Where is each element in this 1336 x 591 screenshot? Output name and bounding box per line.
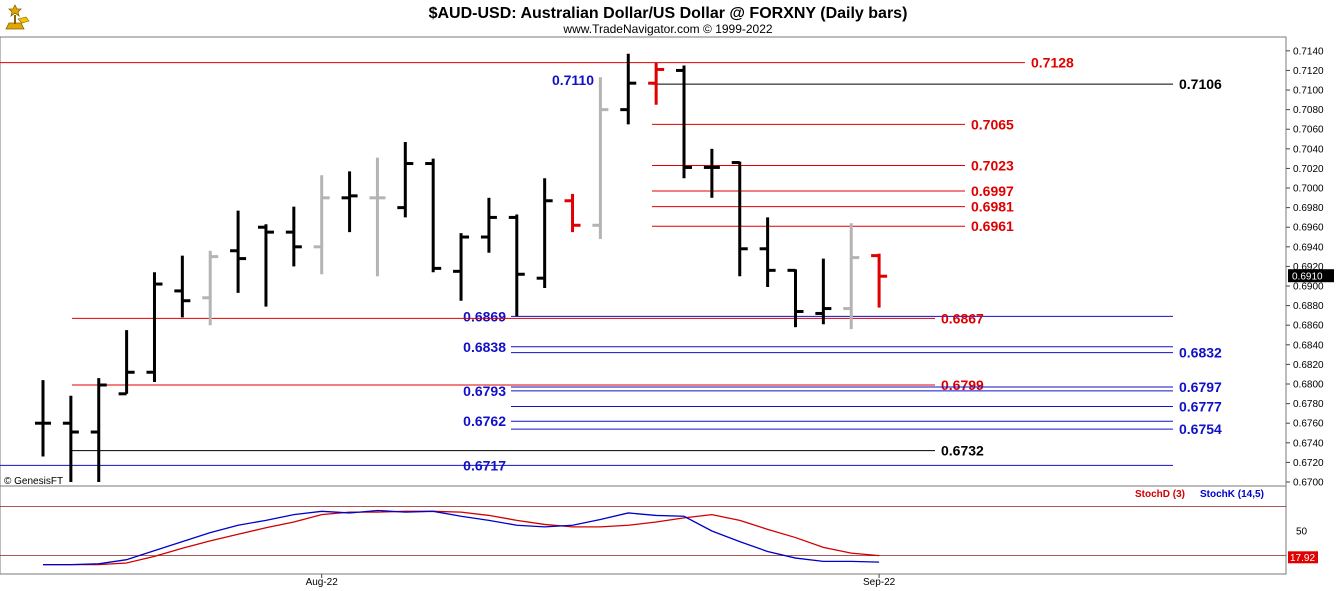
stoch-line-d [43,510,880,566]
ohlc-bar [815,258,832,325]
tradenavigator-logo-icon [5,4,30,30]
ohlc-bar [341,171,358,233]
y-tick-label: 0.6760 [1293,419,1324,430]
ohlc-bar [508,214,525,317]
ohlc-bar [257,224,274,307]
level-label: 0.6777 [1179,399,1222,415]
stoch-y-tick-label: 50 [1296,527,1308,538]
level-label: 0.6732 [941,443,984,459]
ohlc-bar [369,157,386,277]
ohlc-bar [453,233,470,301]
y-tick-label: 0.7020 [1293,164,1324,175]
legend-stochd: StochD (3) [1135,489,1185,500]
y-tick-label: 0.6920 [1293,262,1324,273]
price-panel-frame [0,36,1287,487]
stochastic-panel: 50 17.92 [0,505,1318,566]
time-x-axis: Aug-22 Sep-22 [306,574,896,588]
ohlc-bar [230,210,247,293]
level-label: 0.6717 [463,457,506,473]
ohlc-bar [843,223,860,330]
ohlc-bar [62,395,79,482]
ohlc-bar [620,53,637,125]
y-tick-label: 0.7080 [1293,105,1324,116]
y-tick-label: 0.6900 [1293,282,1324,293]
ohlc-bar [536,178,553,288]
ohlc-bar [425,158,442,273]
chart-subtitle: www.TradeNavigator.com © 1999-2022 [562,22,772,36]
ohlc-bar [202,250,219,326]
y-tick-label: 0.6800 [1293,380,1324,391]
level-label: 0.6754 [1179,421,1222,437]
y-tick-label: 0.6840 [1293,340,1324,351]
level-label: 0.6793 [463,383,506,399]
y-tick-label: 0.6820 [1293,360,1324,371]
ohlc-bar [703,148,720,198]
last-price-label: 0.6910 [1292,272,1323,283]
price-bars [35,53,888,482]
ohlc-bar [285,206,302,267]
ohlc-bar [146,272,163,383]
y-tick-label: 0.7140 [1293,46,1324,57]
y-tick-label: 0.7000 [1293,184,1324,195]
price-y-axis: 0.7140 0.7120 0.7100 0.7080 0.7060 0.7040 0.70… [1286,46,1324,489]
y-tick-label: 0.6700 [1293,478,1324,489]
y-tick-label: 0.7040 [1293,144,1324,155]
y-tick-label: 0.6740 [1293,438,1324,449]
last-price-box [1288,269,1334,283]
ohlc-bar [118,330,135,396]
stoch-panel-frame [0,485,1287,575]
x-tick-label: Sep-22 [863,577,896,588]
ohlc-bar [759,217,776,287]
x-tick-label: Aug-22 [306,577,339,588]
stoch-last-box [1288,551,1318,564]
last-price-marker: 0.6910 [1288,269,1334,283]
level-label: 0.6981 [971,199,1014,215]
ohlc-bar [564,193,581,233]
ohlc-bar [592,77,609,239]
y-tick-label: 0.6960 [1293,223,1324,234]
legend-stochk: StochK (14,5) [1200,489,1264,500]
y-tick-label: 0.7120 [1293,66,1324,77]
ohlc-bar [174,255,191,318]
level-label: 0.6799 [941,377,984,393]
watermark: © GenesisFT [4,476,63,487]
level-label: 0.6832 [1179,345,1222,361]
level-label: 0.6997 [971,183,1014,199]
level-label: 0.7023 [971,157,1014,173]
level-label: 0.7065 [971,116,1014,132]
ohlc-bar [90,378,107,482]
ohlc-bar [787,268,804,328]
level-label: 0.6838 [463,339,506,355]
ohlc-bar [731,161,748,277]
y-tick-label: 0.6860 [1293,321,1324,332]
stoch-last-label: 17.92 [1290,553,1315,564]
y-tick-label: 0.6720 [1293,458,1324,469]
chart-title: $AUD-USD: Australian Dollar/US Dollar @ … [429,5,908,22]
ohlc-bar [480,197,497,253]
level-label: 0.6961 [971,218,1014,234]
ohlc-bar [648,62,665,105]
y-tick-label: 0.6880 [1293,301,1324,312]
y-tick-label: 0.7060 [1293,125,1324,136]
ohlc-bar [313,175,330,275]
y-tick-label: 0.6980 [1293,203,1324,214]
ohlc-bar [397,141,414,218]
y-tick-label: 0.6780 [1293,399,1324,410]
level-label: 0.7128 [1031,55,1074,71]
level-label: 0.6762 [463,413,506,429]
level-label: 0.6869 [463,308,506,324]
level-label: 0.7106 [1179,76,1222,92]
level-label: 0.6797 [1179,379,1222,395]
ohlc-bar [871,253,888,308]
level-label: 0.7110 [552,72,594,88]
ohlc-bar [35,380,51,457]
level-label: 0.6867 [941,310,984,326]
y-tick-label: 0.7100 [1293,86,1324,97]
y-tick-label: 0.6940 [1293,242,1324,253]
stoch-line-k [43,509,880,566]
ohlc-bar [676,65,693,179]
